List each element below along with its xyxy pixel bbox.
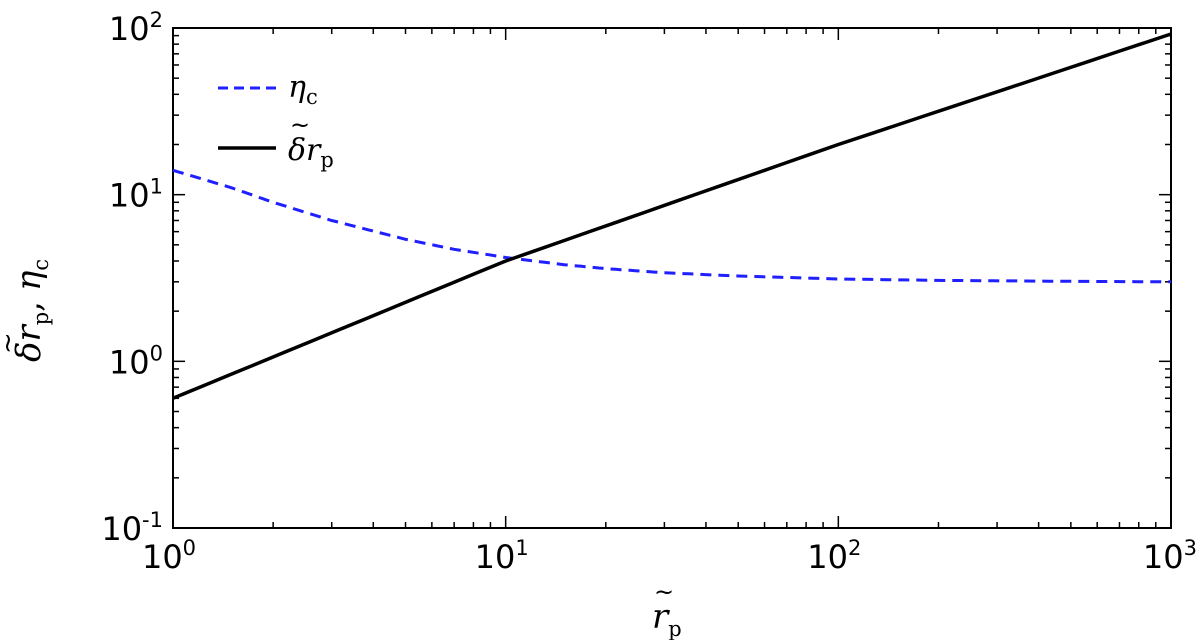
svg-text:rp: rp bbox=[652, 597, 682, 640]
y-axis-label-sub: p bbox=[29, 312, 53, 325]
legend-dr-sub: p bbox=[320, 148, 333, 172]
legend-eta-main: η bbox=[288, 70, 306, 105]
legend-label-eta: ηc bbox=[288, 70, 318, 109]
y-tick-label: 102 bbox=[109, 8, 163, 48]
x-tick-label: 103 bbox=[1143, 536, 1197, 576]
x-tick-label: 100 bbox=[142, 536, 196, 576]
y-axis-label: δrp, ηc ~ bbox=[0, 259, 53, 362]
y-tick-label: 101 bbox=[109, 175, 163, 215]
y-axis-label-tilde: ~ bbox=[0, 332, 23, 354]
y-axis-label-eta: η bbox=[9, 270, 49, 291]
legend-eta-sub: c bbox=[306, 85, 318, 109]
x-axis-label-main: r bbox=[652, 597, 670, 637]
y-tick-label: 10-1 bbox=[101, 508, 163, 548]
x-tick-label: 101 bbox=[475, 536, 529, 576]
legend-dr-main: δr bbox=[288, 133, 322, 168]
legend-dr-tilde: ~ bbox=[290, 111, 310, 139]
legend-label-dr: δrp bbox=[288, 133, 334, 172]
series-line-eta bbox=[172, 168, 1171, 284]
y-axis-label-main: δr bbox=[9, 324, 49, 362]
y-axis-label-eta-sub: c bbox=[29, 259, 53, 271]
ticks bbox=[172, 28, 1171, 529]
series-group bbox=[172, 32, 1172, 400]
x-tick-label: 102 bbox=[807, 536, 861, 576]
plot-frame bbox=[172, 27, 1172, 529]
y-tick-label: 100 bbox=[109, 341, 163, 381]
svg-text:δrp,ηc: δrp, ηc bbox=[9, 259, 53, 362]
y-axis-label-sep: , bbox=[9, 301, 49, 312]
x-axis-label-sub: p bbox=[668, 617, 681, 640]
series-line-dr bbox=[172, 32, 1172, 400]
x-axis-label-tilde: ~ bbox=[654, 578, 674, 606]
legend: ηc δrp ~ bbox=[218, 70, 334, 172]
x-axis-label: rp ~ bbox=[652, 578, 682, 640]
